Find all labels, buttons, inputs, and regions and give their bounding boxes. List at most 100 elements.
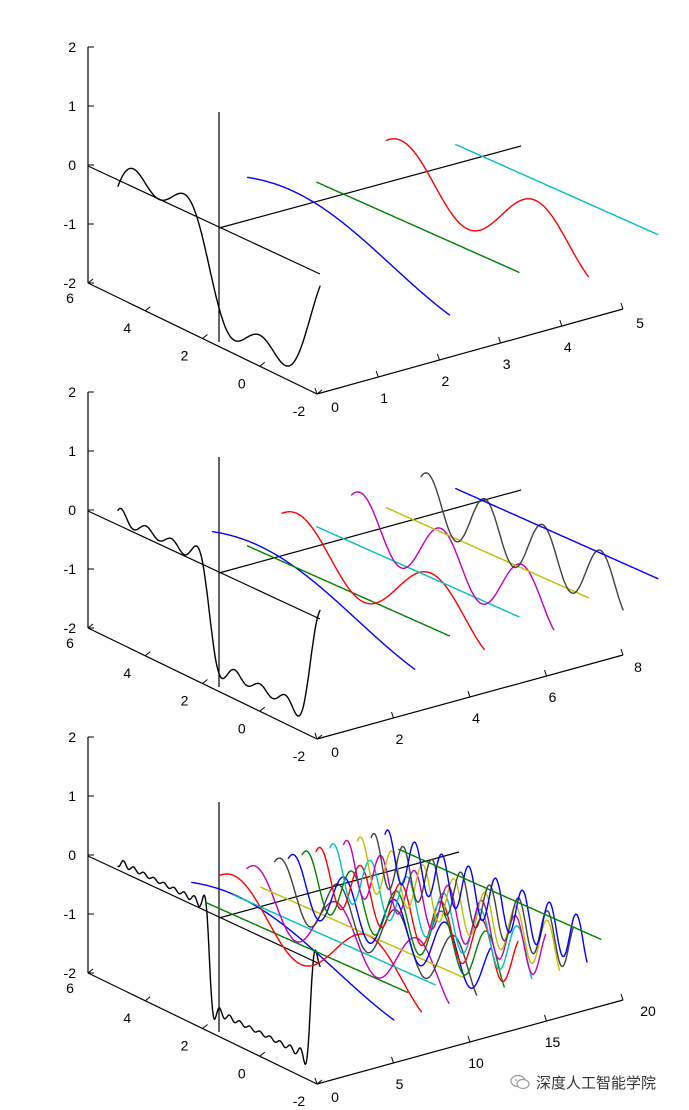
x-tick-label: 4 <box>123 1010 131 1026</box>
y-axis-frame <box>316 308 624 395</box>
y-tick <box>559 319 563 327</box>
series-line-15 <box>384 829 588 963</box>
series-sum-line <box>117 860 321 1066</box>
z-tick-label: 0 <box>68 502 76 518</box>
y-tick-label: 20 <box>640 1003 656 1019</box>
z-tick-label: -2 <box>64 620 77 636</box>
y-tick-label: 2 <box>396 731 404 747</box>
y-tick-label: 0 <box>331 1089 339 1105</box>
y-tick <box>467 1035 471 1043</box>
z-tick-label: -1 <box>64 561 77 577</box>
z-tick-label: 2 <box>68 729 76 745</box>
z-tick-label: 1 <box>68 443 76 459</box>
y-tick-label: 6 <box>549 689 557 705</box>
y-tick <box>620 648 624 656</box>
z-tick-label: 0 <box>68 157 76 173</box>
x-tick-label: 0 <box>238 1065 246 1081</box>
z-tick-label: 1 <box>68 788 76 804</box>
y-tick <box>391 711 394 719</box>
x-tick-label: -2 <box>293 403 306 419</box>
x-tick <box>202 679 208 684</box>
x-tick-label: -2 <box>293 748 306 764</box>
x-reference-line <box>87 165 321 275</box>
watermark-text: 深度人工智能学院 <box>536 1073 657 1092</box>
y-tick-label: 0 <box>331 744 339 760</box>
x-tick <box>144 651 151 657</box>
z-tick-label: 0 <box>68 847 76 863</box>
y-reference-line <box>218 145 522 229</box>
series-line-6 <box>260 886 464 978</box>
x-tick-label: 2 <box>181 1038 189 1054</box>
y-tick-label: 15 <box>545 1034 561 1050</box>
series-line-1 <box>191 881 395 1021</box>
series-line-3 <box>218 873 423 1013</box>
x-tick <box>144 996 151 1002</box>
y-tick-label: 0 <box>331 399 339 415</box>
x-tick <box>144 306 151 312</box>
z-tick-label: -1 <box>64 216 77 232</box>
x-tick-label: 6 <box>66 290 74 306</box>
x-tick-label: 6 <box>66 980 74 996</box>
series-sum-line <box>117 507 321 717</box>
y-tick <box>544 669 547 677</box>
y-tick-label: 5 <box>396 1076 404 1092</box>
y-tick <box>314 732 318 740</box>
x-tick <box>316 389 323 395</box>
z-tick-label: -1 <box>64 906 77 922</box>
y-tick <box>314 387 318 395</box>
z-tick-label: 1 <box>68 98 76 114</box>
y-tick <box>498 336 502 344</box>
x-tick-label: 0 <box>238 720 246 736</box>
x-reference-line <box>87 510 321 620</box>
z-tick-label: 2 <box>68 384 76 400</box>
x-tick-label: -2 <box>293 1093 306 1109</box>
y-tick <box>620 302 624 310</box>
y-tick <box>375 370 379 378</box>
y-tick <box>544 1014 547 1022</box>
x-tick <box>202 334 208 339</box>
x-tick <box>87 278 94 284</box>
y-tick <box>620 993 624 1001</box>
series-line-3 <box>281 511 485 651</box>
series-line-4 <box>316 526 520 618</box>
x-tick <box>316 734 323 740</box>
wechat-icon <box>510 1074 530 1090</box>
series-line-8 <box>287 853 492 989</box>
series-line-2 <box>204 901 409 994</box>
series-line-16 <box>398 848 602 940</box>
z-tick-label: -2 <box>64 965 77 981</box>
y-tick <box>314 1077 318 1085</box>
series-line-1 <box>246 176 451 316</box>
series-line-2 <box>246 545 451 637</box>
x-tick <box>202 1024 208 1029</box>
x-tick <box>316 1079 323 1085</box>
y-tick <box>391 1056 394 1064</box>
series-line-5 <box>351 491 555 631</box>
x-tick <box>259 1051 266 1057</box>
x-tick-label: 0 <box>238 375 246 391</box>
y-tick-label: 1 <box>380 390 388 406</box>
y-tick-label: 4 <box>472 710 480 726</box>
series-line-10 <box>315 846 519 983</box>
series-sum-line <box>117 167 321 367</box>
x-tick-label: 2 <box>181 348 189 364</box>
series-line-7 <box>420 472 624 611</box>
y-tick <box>436 353 440 361</box>
x-tick-label: 2 <box>181 693 189 709</box>
x-tick <box>87 623 94 629</box>
y-reference-line <box>218 489 522 574</box>
y-tick-label: 5 <box>636 315 644 331</box>
z-tick-label: 2 <box>68 39 76 55</box>
z-tick-label: -2 <box>64 275 77 291</box>
series-line-14 <box>370 832 574 968</box>
series-line-3 <box>385 138 590 278</box>
series-line-6 <box>385 507 590 599</box>
x-tick <box>259 361 266 367</box>
y-tick-label: 2 <box>442 373 450 389</box>
y-tick-label: 8 <box>634 659 642 675</box>
x-tick-label: 4 <box>123 320 131 336</box>
